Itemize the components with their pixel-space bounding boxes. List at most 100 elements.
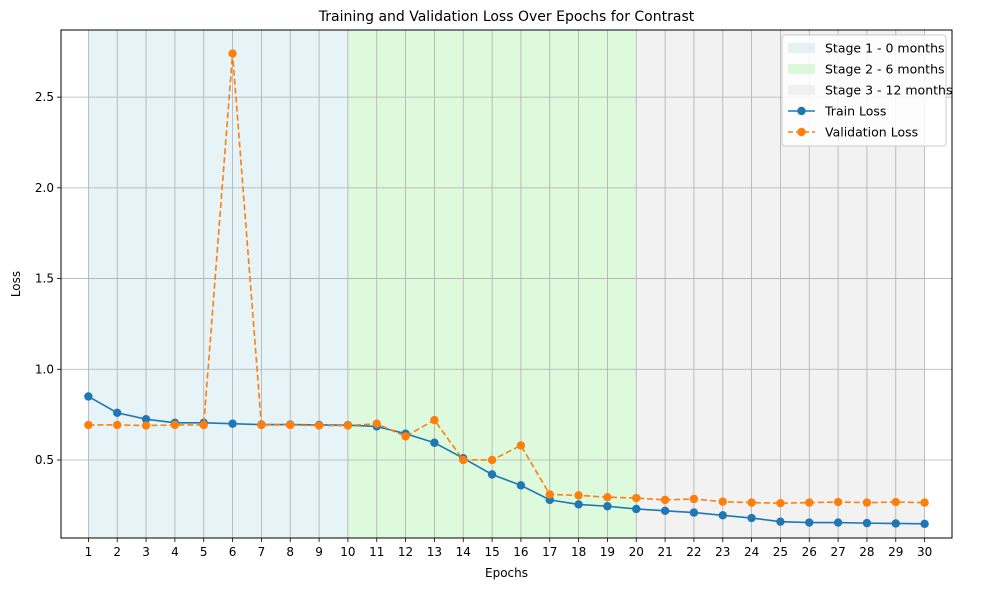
data-point	[747, 498, 756, 507]
data-point	[689, 508, 699, 517]
data-point	[805, 498, 814, 507]
x-tick-label: 19	[600, 545, 615, 559]
plot-frame	[60, 29, 953, 539]
legend-swatch-stage-1	[788, 43, 815, 53]
data-point	[776, 498, 785, 508]
data-point	[805, 518, 814, 527]
data-point	[84, 392, 93, 401]
data-point	[545, 490, 554, 499]
x-tick-label: 24	[744, 545, 759, 559]
data-point	[891, 497, 900, 507]
x-tick-label: 26	[802, 545, 817, 559]
x-tick-label: 27	[830, 545, 845, 559]
data-point	[920, 498, 929, 507]
data-point	[776, 517, 785, 526]
data-point	[228, 49, 237, 58]
x-tick-label: 10	[340, 545, 355, 559]
x-tick-label: 17	[542, 545, 557, 559]
data-point	[660, 506, 670, 515]
data-point	[516, 481, 526, 490]
legend-label-validation: Validation Loss	[825, 125, 918, 140]
legend-label-train: Train Loss	[824, 104, 886, 119]
x-tick-label: 25	[773, 545, 788, 559]
x-tick-label: 9	[315, 545, 323, 559]
y-tick-label: 1.5	[35, 272, 54, 286]
data-point	[632, 493, 641, 503]
legend-box	[781, 34, 947, 147]
legend-label-stage-1: Stage 1 - 0 months	[825, 41, 945, 56]
x-tick-label: 22	[686, 545, 701, 559]
data-point	[718, 511, 727, 520]
data-point	[228, 419, 237, 428]
x-tick-label: 11	[369, 545, 384, 559]
data-point	[516, 441, 526, 450]
data-point	[286, 420, 295, 430]
x-tick-label: 7	[258, 545, 266, 559]
legend-label-stage-3: Stage 3 - 12 months	[825, 83, 952, 98]
data-point	[113, 420, 122, 430]
legend-marker	[797, 106, 806, 116]
legend-marker	[797, 127, 806, 137]
data-point	[459, 455, 468, 465]
series-line	[87, 395, 925, 525]
data-point	[660, 495, 670, 505]
x-tick-label: 28	[859, 545, 874, 559]
x-tick-label: 3	[142, 545, 150, 559]
data-point	[257, 420, 266, 430]
x-tick-label: 6	[229, 545, 237, 559]
data-point	[862, 498, 872, 507]
x-tick-label: 30	[917, 545, 932, 559]
y-tick-label: 1.0	[35, 362, 54, 376]
x-tick-label: 5	[200, 545, 208, 559]
data-point	[401, 432, 410, 441]
data-point	[372, 419, 381, 428]
data-point	[314, 421, 324, 430]
data-point	[199, 420, 208, 430]
data-point	[632, 504, 641, 514]
grid	[61, 30, 952, 538]
data-point	[747, 513, 756, 523]
data-point	[920, 519, 929, 529]
x-tick-label: 21	[657, 545, 672, 559]
data-point	[487, 455, 497, 465]
data-point	[343, 421, 353, 430]
x-tick-label: 1	[85, 545, 93, 559]
x-tick-label: 29	[888, 545, 903, 559]
data-point	[574, 491, 583, 500]
x-tick-label: 2	[113, 545, 121, 559]
x-tick-label: 12	[398, 545, 413, 559]
data-point	[430, 415, 439, 425]
data-point	[84, 420, 93, 430]
data-point	[862, 518, 872, 528]
series-line	[88, 53, 925, 504]
stage-band-1	[88, 30, 348, 538]
data-point	[603, 502, 612, 511]
data-point	[487, 470, 497, 479]
data-point	[689, 494, 699, 504]
data-point	[833, 518, 843, 527]
data-point	[430, 438, 439, 447]
data-point	[718, 497, 727, 506]
y-tick-label: 0.5	[35, 453, 54, 467]
data-point	[141, 414, 151, 424]
x-tick-label: 8	[286, 545, 294, 559]
legend-swatch-stage-2	[788, 64, 815, 74]
legend: Stage 1 - 0 months Stage 2 - 6 months Stag…	[781, 34, 952, 147]
chart-title: Training and Validation Loss Over Epochs…	[318, 9, 695, 25]
x-tick-label: 20	[629, 545, 644, 559]
x-tick-label: 16	[513, 545, 528, 559]
data-point	[170, 420, 180, 430]
ticks: 1 2 3 4 5 6 7 8 9 10 11 12 13 14 15 16 17 18 19 20 21 22 23 24 2…	[35, 90, 932, 559]
legend-label-stage-2: Stage 2 - 6 months	[825, 62, 945, 77]
series	[84, 49, 929, 529]
x-tick-label: 15	[484, 545, 499, 559]
data-point	[574, 500, 583, 509]
x-tick-label: 4	[171, 545, 179, 559]
series-validation-loss	[84, 49, 929, 508]
x-axis-label: Epochs	[485, 566, 528, 580]
y-tick-label: 2.5	[35, 90, 54, 104]
x-tick-label: 18	[571, 545, 586, 559]
x-tick-label: 23	[715, 545, 730, 559]
data-point	[603, 492, 612, 502]
